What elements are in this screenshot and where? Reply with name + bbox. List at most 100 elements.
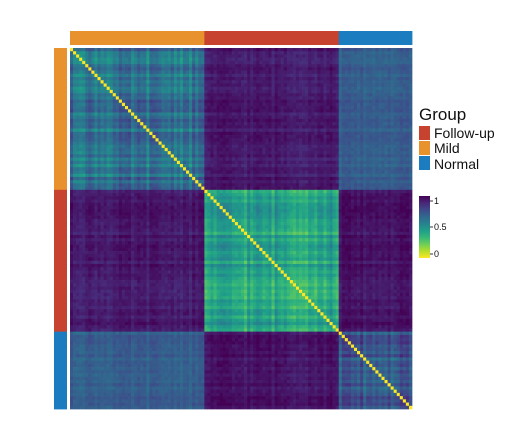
heatmap-cell (210, 144, 214, 149)
heatmap-cell (100, 48, 104, 52)
heatmap-cell (250, 135, 254, 139)
heatmap-cell (302, 135, 306, 139)
heatmap-cell (384, 131, 388, 136)
heatmap-cell (173, 102, 178, 107)
heatmap-cell (280, 54, 285, 59)
heatmap-cell (305, 112, 309, 117)
heatmap-cell (338, 60, 343, 65)
heatmap-cell (149, 180, 153, 184)
heatmap-cell (405, 93, 410, 97)
heatmap-cell (274, 154, 278, 158)
heatmap-cell (128, 109, 132, 113)
heatmap-cell (387, 128, 391, 133)
heatmap-cell (317, 60, 321, 65)
heatmap-cell (265, 170, 269, 175)
heatmap-cell (155, 147, 159, 152)
heatmap-cell (384, 83, 388, 88)
heatmap-cell (140, 176, 144, 181)
heatmap-cell (70, 135, 74, 139)
heatmap-cell (210, 167, 214, 171)
heatmap-cell (347, 135, 352, 139)
heatmap-cell (115, 151, 120, 155)
heatmap-cell (295, 106, 300, 110)
heatmap-cell (326, 160, 330, 165)
heatmap-cell (271, 57, 275, 62)
heatmap-cell (231, 125, 236, 129)
heatmap-cell (100, 54, 104, 59)
heatmap-cell (357, 67, 361, 71)
heatmap-cell (299, 154, 303, 158)
heatmap-cell (280, 73, 285, 78)
heatmap-cell (124, 73, 129, 78)
heatmap-cell (369, 109, 373, 113)
heatmap-cell (189, 86, 193, 91)
heatmap-cell (335, 118, 340, 123)
heatmap-cell (405, 176, 410, 181)
heatmap-cell (213, 51, 217, 55)
heatmap-cell (250, 106, 254, 110)
heatmap-cell (299, 57, 303, 62)
heatmap-cell (381, 186, 385, 191)
heatmap-cell (384, 176, 388, 181)
heatmap-cell (259, 57, 263, 62)
heatmap-cell (219, 106, 224, 110)
heatmap-cell (118, 106, 123, 110)
heatmap-cell (241, 51, 245, 55)
heatmap-cell (396, 83, 401, 88)
heatmap-cell (369, 80, 373, 84)
heatmap-cell (100, 70, 104, 75)
heatmap-cell (405, 138, 410, 142)
heatmap-cell (225, 89, 230, 94)
heatmap-cell (186, 70, 190, 75)
heatmap-cell (179, 151, 184, 155)
heatmap-cell (350, 176, 355, 181)
heatmap-cell (268, 93, 272, 97)
heatmap-cell (176, 77, 181, 81)
heatmap-cell (396, 93, 401, 97)
heatmap-cell (305, 99, 309, 104)
heatmap-cell (76, 83, 80, 88)
heatmap-cell (82, 135, 86, 139)
heatmap-cell (106, 147, 111, 152)
heatmap-cell (100, 106, 104, 110)
heatmap-cell (378, 180, 382, 184)
heatmap-cell (335, 144, 340, 149)
heatmap-cell (91, 48, 95, 52)
heatmap-cell (280, 118, 285, 123)
heatmap-cell (286, 54, 291, 59)
heatmap-cell (344, 89, 349, 94)
heatmap-cell (146, 77, 150, 81)
heatmap-cell (149, 64, 153, 68)
heatmap-cell (198, 96, 202, 100)
heatmap-cell (289, 86, 294, 91)
heatmap-cell (387, 125, 391, 129)
heatmap-cell (128, 160, 132, 165)
heatmap-cell (262, 173, 266, 178)
heatmap-cell (103, 151, 107, 155)
heatmap-cell (265, 167, 269, 171)
heatmap-cell (323, 77, 327, 81)
heatmap-cell (112, 186, 117, 191)
heatmap-cell (295, 151, 300, 155)
heatmap-cell (155, 128, 159, 133)
heatmap-cell (204, 60, 208, 65)
heatmap-cell (317, 167, 321, 171)
heatmap-cell (402, 106, 407, 110)
heatmap-cell (149, 93, 153, 97)
heatmap-cell (79, 128, 83, 133)
heatmap-cell (97, 57, 101, 62)
heatmap-cell (347, 122, 352, 126)
heatmap-cell (369, 60, 373, 65)
heatmap-cell (94, 51, 98, 55)
heatmap-cell (82, 160, 86, 165)
heatmap-cell (369, 170, 373, 175)
heatmap-cell (350, 125, 355, 129)
heatmap-cell (112, 67, 117, 71)
heatmap-cell (381, 183, 385, 187)
heatmap-cell (85, 60, 89, 65)
heatmap-cell (201, 99, 205, 104)
heatmap-cell (131, 180, 135, 184)
heatmap-cell (192, 51, 196, 55)
heatmap-cell (350, 106, 355, 110)
heatmap-cell (271, 141, 275, 146)
